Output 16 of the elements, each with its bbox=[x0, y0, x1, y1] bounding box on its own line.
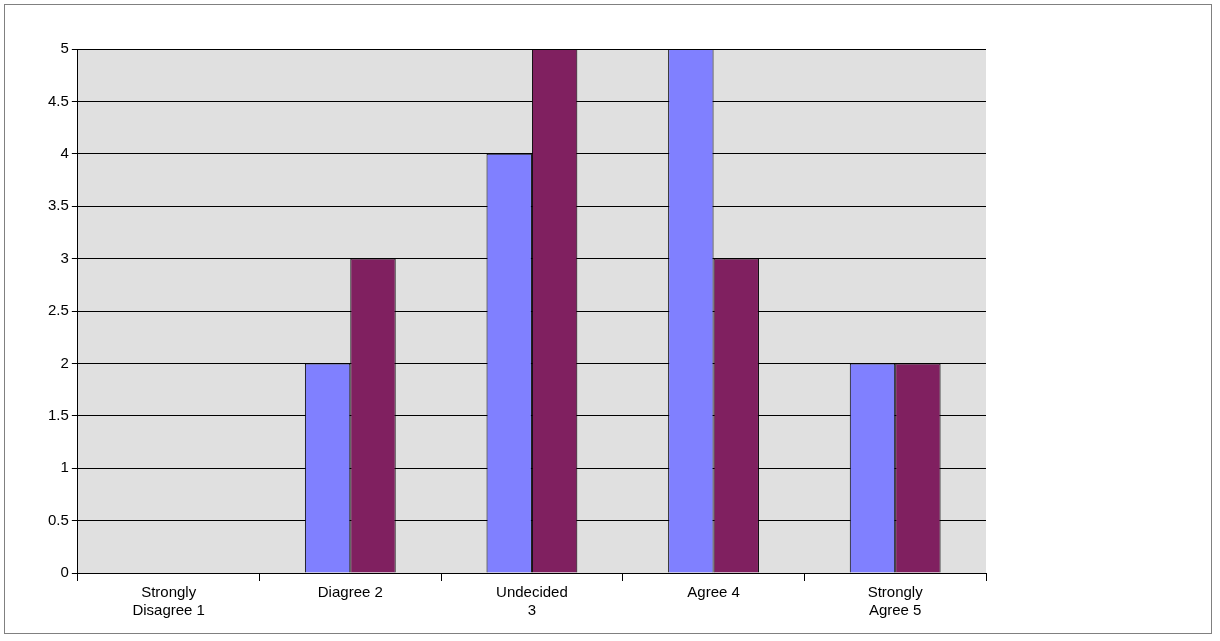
y-tick-label: 0 bbox=[60, 563, 69, 581]
x-tick-label: Undecided 3 bbox=[496, 583, 568, 619]
y-tick-label: 2.5 bbox=[47, 301, 69, 319]
y-tick-label: 2 bbox=[60, 353, 69, 371]
y-tick-label: 5 bbox=[60, 39, 69, 57]
y-tick-label: 1.5 bbox=[47, 405, 69, 423]
y-tick-label: 1 bbox=[60, 458, 69, 476]
y-tick-label: 0.5 bbox=[47, 510, 69, 528]
y-tick-label: 3.5 bbox=[47, 196, 69, 214]
y-tick-label: 4.5 bbox=[47, 91, 69, 109]
y-tick-label: 4 bbox=[60, 143, 69, 161]
x-tick-label: Agree 4 bbox=[687, 583, 740, 601]
x-tick-label: Strongly Disagree 1 bbox=[132, 583, 205, 619]
x-tick-label: Diagree 2 bbox=[317, 583, 383, 601]
x-tick-label: Strongly Agree 5 bbox=[867, 583, 924, 619]
y-tick-label: 3 bbox=[60, 248, 69, 266]
